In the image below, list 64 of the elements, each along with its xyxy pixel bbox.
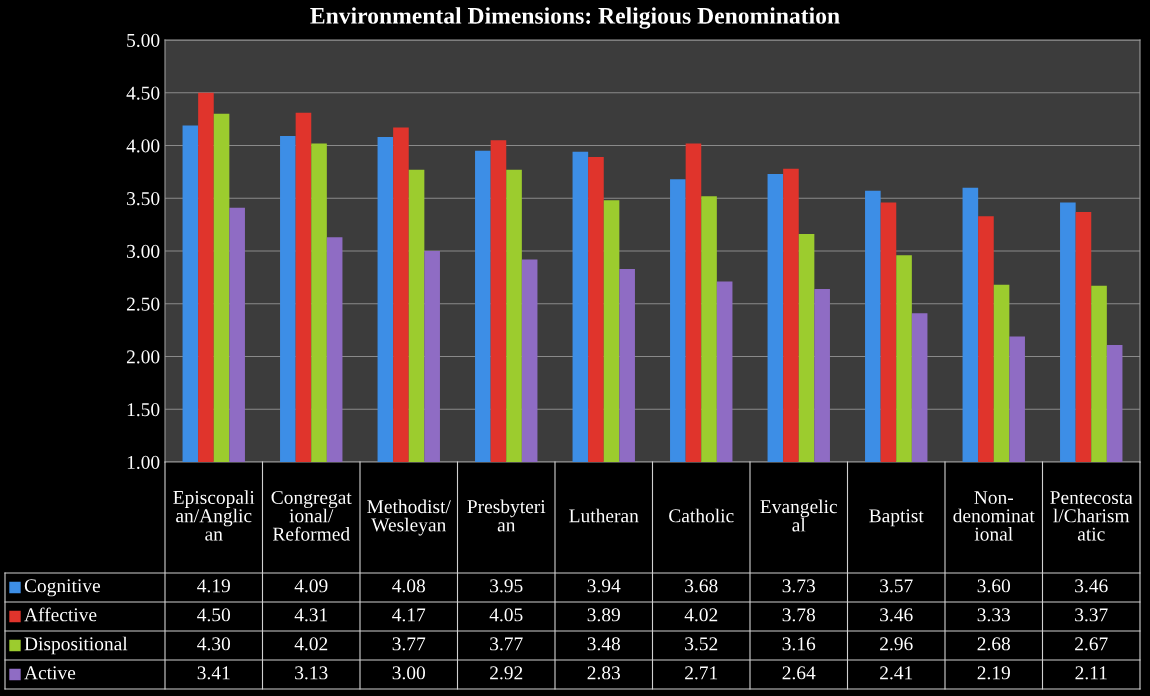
data-label: 4.50	[197, 608, 231, 622]
x-tick-label: Evangelic al	[760, 499, 838, 532]
y-tick-label: 4.00	[126, 139, 160, 153]
legend-label: Active	[24, 666, 76, 680]
data-label: 3.46	[1075, 579, 1108, 593]
data-label: 3.33	[977, 608, 1010, 622]
chart-title: Environmental Dimensions: Religious Denomination	[310, 7, 840, 29]
data-label: 3.00	[392, 666, 426, 680]
data-label: 3.89	[587, 608, 620, 622]
data-label: 3.41	[197, 666, 230, 680]
x-tick-label: Non- denominat ional	[953, 491, 1035, 541]
data-label: 2.19	[977, 666, 1010, 680]
legend-label: Dispositional	[24, 636, 128, 655]
data-label: 2.67	[1075, 637, 1108, 651]
x-tick-label: Baptist	[869, 509, 924, 527]
data-label: 2.71	[685, 666, 718, 680]
data-label: 4.02	[294, 637, 328, 651]
data-label: 3.46	[880, 608, 913, 622]
data-label: 3.60	[977, 579, 1011, 593]
data-label: 3.95	[490, 579, 523, 593]
x-tick-label: Episcopali an/Anglic an	[173, 490, 255, 541]
data-label: 2.41	[880, 666, 913, 680]
data-label: 3.13	[295, 666, 328, 680]
data-label: 2.96	[880, 637, 913, 651]
x-tick-label: Catholic	[669, 508, 734, 523]
x-tick-label: Congregat ional/ Reformed	[271, 490, 352, 541]
y-tick-label: 1.00	[127, 455, 160, 470]
data-label: 3.37	[1075, 608, 1108, 622]
data-label: 4.05	[489, 608, 523, 622]
data-label: 3.77	[392, 637, 426, 651]
data-label: 3.48	[587, 637, 621, 651]
data-label: 4.31	[294, 608, 328, 622]
x-tick-label: Pentecosta l/Charism atic	[1050, 491, 1133, 541]
data-label: 2.11	[1075, 666, 1107, 680]
data-label: 3.16	[782, 637, 816, 651]
data-label: 3.52	[685, 637, 718, 651]
data-label: 4.17	[392, 608, 426, 622]
y-tick-label: 1.50	[127, 403, 160, 417]
data-label: 4.08	[392, 579, 426, 593]
data-label: 3.77	[490, 637, 523, 651]
y-tick-label: 5.00	[127, 33, 160, 48]
data-label: 4.30	[197, 637, 231, 651]
data-label: 2.83	[587, 666, 620, 680]
y-tick-label: 3.50	[127, 192, 160, 206]
data-label: 4.02	[684, 608, 718, 622]
y-tick-label: 2.50	[126, 297, 160, 311]
y-tick-label: 3.00	[127, 244, 160, 259]
legend-label: Cognitive	[24, 579, 101, 597]
data-label: 3.73	[782, 579, 815, 593]
x-tick-label: Lutheran	[569, 508, 639, 523]
data-label: 2.92	[490, 666, 523, 680]
y-tick-label: 2.00	[126, 350, 160, 364]
data-label: 3.68	[685, 579, 718, 593]
data-label: 2.64	[782, 666, 816, 680]
legend-label: Affective	[24, 607, 97, 622]
data-label: 3.94	[587, 579, 621, 593]
data-label: 4.19	[197, 579, 230, 593]
data-label: 2.68	[977, 637, 1011, 651]
data-label: 3.78	[782, 608, 816, 622]
data-label: 3.57	[880, 579, 913, 593]
data-label: 4.09	[294, 579, 328, 593]
x-tick-label: Presbyteri an	[467, 499, 546, 532]
x-tick-label: Methodist/ Wesleyan	[367, 499, 451, 536]
y-tick-label: 4.50	[126, 86, 160, 100]
